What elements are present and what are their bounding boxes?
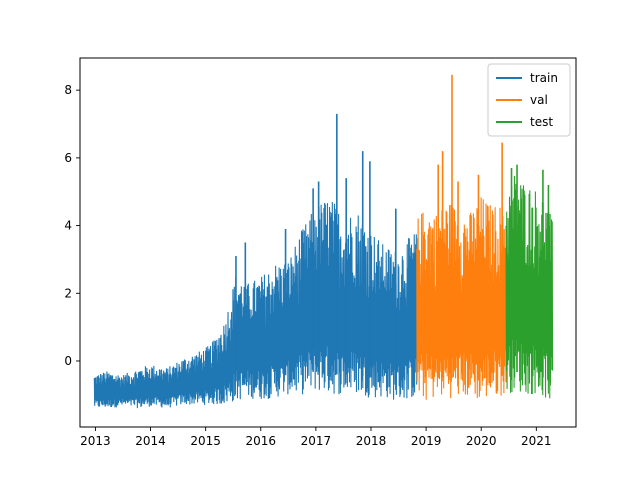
y-axis: 0 2 4 6 8 [64,83,80,368]
x-tick-label: 2013 [80,434,111,448]
x-tick-label: 2018 [356,434,387,448]
series-layer [93,74,554,409]
x-tick-label: 2020 [466,434,497,448]
y-tick-label: 6 [64,151,72,165]
x-tick-label: 2021 [521,434,552,448]
x-tick-label: 2014 [135,434,166,448]
y-tick-label: 0 [64,354,72,368]
legend-label-val: val [530,93,548,107]
y-tick-label: 8 [64,83,72,97]
y-tick-label: 4 [64,219,72,233]
legend-label-train: train [530,71,558,85]
legend: train val test [487,63,571,137]
x-axis: 2013 2014 2015 2016 2017 2018 2019 2020 2021 [80,427,552,448]
x-tick-label: 2015 [190,434,221,448]
legend-label-test: test [530,115,553,129]
series-train [93,113,418,409]
series-line-val [416,197,507,400]
axes-frame [79,57,577,428]
x-tick-label: 2019 [411,434,442,448]
x-tick-label: 2016 [245,434,276,448]
legend-box [487,63,571,137]
series-val [416,74,507,400]
y-tick-label: 2 [64,286,72,300]
series-line-test [505,176,554,399]
x-tick-label: 2017 [301,434,332,448]
series-test [505,164,554,399]
